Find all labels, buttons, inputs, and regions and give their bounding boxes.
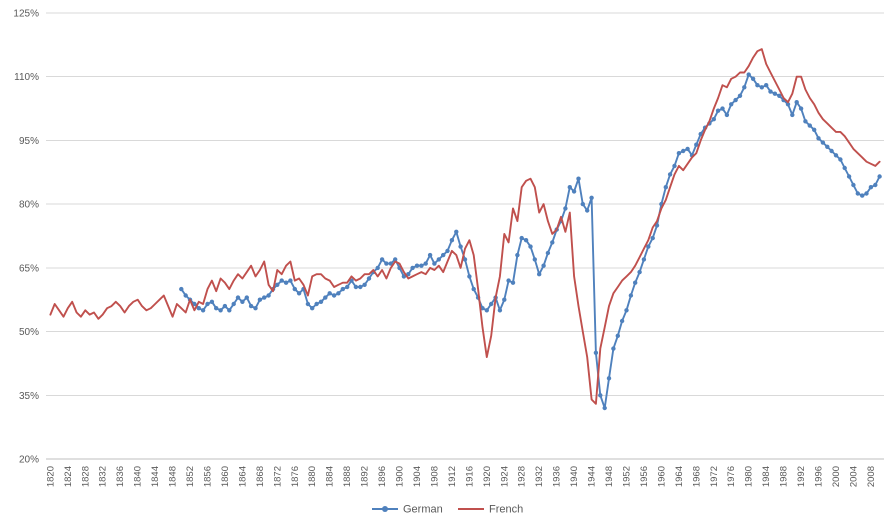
x-tick-label: 1996: [814, 466, 825, 487]
y-tick-label: 20%: [19, 455, 39, 466]
x-tick-label: 1976: [726, 466, 737, 487]
x-tick-label: 1928: [517, 466, 528, 487]
x-tick-label: 1940: [569, 466, 580, 487]
x-tick-label: 1828: [80, 466, 91, 487]
x-tick-label: 1880: [307, 466, 318, 487]
x-tick-label: 1908: [429, 466, 440, 487]
x-tick-label: 1872: [272, 466, 283, 487]
gridlines: [46, 12, 884, 460]
x-tick-label: 1984: [761, 466, 772, 487]
x-tick-label: 2008: [866, 466, 877, 487]
x-tick-label: 1988: [779, 466, 790, 487]
x-tick-label: 1960: [656, 466, 667, 487]
x-tick-label: 1968: [691, 466, 702, 487]
x-tick-label: 1844: [150, 466, 161, 487]
legend-french-label: French: [489, 504, 523, 516]
x-tick-label: 1888: [342, 466, 353, 487]
x-tick-label: 1920: [482, 466, 493, 487]
x-tick-label: 1892: [360, 466, 371, 487]
y-tick-label: 125%: [13, 9, 39, 20]
x-tick-label: 1876: [290, 466, 301, 487]
y-tick-label: 50%: [19, 327, 39, 338]
x-tick-label: 1948: [604, 466, 615, 487]
x-tick-label: 1848: [168, 466, 179, 487]
legend-german-label: German: [403, 504, 443, 516]
x-tick-label: 1836: [115, 466, 126, 487]
x-tick-label: 1944: [587, 466, 598, 487]
x-tick-label: 1896: [377, 466, 388, 487]
x-tick-label: 1868: [255, 466, 266, 487]
x-tick-label: 1980: [744, 466, 755, 487]
x-tick-label: 1884: [325, 466, 336, 487]
x-tick-label: 1964: [674, 466, 685, 487]
x-tick-label: 1832: [98, 466, 109, 487]
y-tick-label: 95%: [19, 136, 39, 147]
x-tick-label: 1932: [534, 466, 545, 487]
french-line: [49, 48, 881, 405]
x-tick-label: 1820: [45, 466, 56, 487]
x-tick-label: 1924: [499, 466, 510, 487]
x-tick-label: 2000: [831, 466, 842, 487]
x-tick-label: 1952: [621, 466, 632, 487]
legend: German French: [372, 504, 523, 516]
x-tick-label: 1856: [202, 466, 213, 487]
x-tick-label: 1904: [412, 466, 423, 487]
x-tick-label: 1916: [464, 466, 475, 487]
x-tick-label: 1840: [133, 466, 144, 487]
french-series: [49, 48, 881, 405]
x-tick-label: 1992: [796, 466, 807, 487]
x-tick-label: 1860: [220, 466, 231, 487]
legend-german-marker-icon: [382, 506, 388, 512]
x-tick-label: 1900: [395, 466, 406, 487]
x-axis-labels: 1820 1824 1828 1832 1836 1840 1844 1848 1852 1856…: [45, 466, 877, 487]
y-tick-label: 65%: [19, 263, 39, 274]
x-tick-label: 1956: [639, 466, 650, 487]
x-tick-label: 2004: [848, 466, 859, 487]
x-tick-label: 1912: [447, 466, 458, 487]
x-tick-label: 1936: [552, 466, 563, 487]
y-tick-label: 110%: [14, 72, 39, 83]
y-tick-label: 35%: [19, 391, 39, 402]
x-tick-label: 1824: [63, 466, 74, 487]
x-tick-label: 1864: [237, 466, 248, 487]
y-axis-labels: 20% 35% 50% 65% 80% 95% 110% 125%: [13, 9, 39, 466]
x-tick-label: 1972: [709, 466, 720, 487]
y-tick-label: 80%: [19, 200, 39, 211]
x-tick-label: 1852: [185, 466, 196, 487]
